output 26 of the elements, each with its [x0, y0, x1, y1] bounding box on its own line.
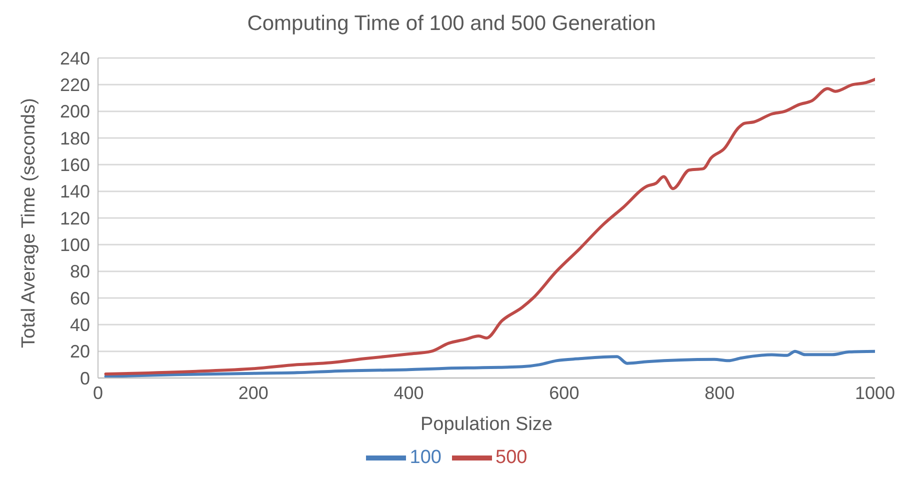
x-tick-label: 1000 [854, 382, 896, 403]
x-axis-title: Population Size [420, 414, 553, 435]
y-tick-label: 100 [60, 235, 90, 256]
y-axis-title: Total Average Time (seconds) [18, 98, 40, 348]
y-tick-label: 240 [60, 48, 90, 68]
y-tick-label: 0 [80, 368, 90, 388]
x-tick-label: 0 [92, 382, 104, 403]
line-series [104, 350, 875, 378]
legend-label: 500 [496, 447, 528, 468]
line-series [104, 78, 875, 376]
y-tick-label: 160 [60, 155, 90, 176]
y-tick-label: 60 [70, 288, 90, 308]
x-tick-label: 200 [238, 382, 268, 403]
chart-title: Computing Time of 100 and 500 Generation [246, 11, 657, 37]
x-tick-label: 600 [549, 382, 580, 403]
y-tick-label: 140 [60, 182, 90, 202]
y-tick-label: 200 [60, 102, 90, 122]
y-tick-label: 120 [60, 208, 90, 228]
y-tick-label: 20 [70, 342, 90, 362]
x-tick-label: 800 [704, 382, 735, 403]
y-tick-label: 40 [70, 315, 90, 336]
legend-label: 100 [410, 447, 442, 468]
y-tick-label: 180 [60, 128, 90, 148]
y-tick-label: 80 [70, 262, 90, 282]
x-tick-label: 400 [394, 382, 424, 403]
y-tick-label: 220 [60, 75, 90, 96]
